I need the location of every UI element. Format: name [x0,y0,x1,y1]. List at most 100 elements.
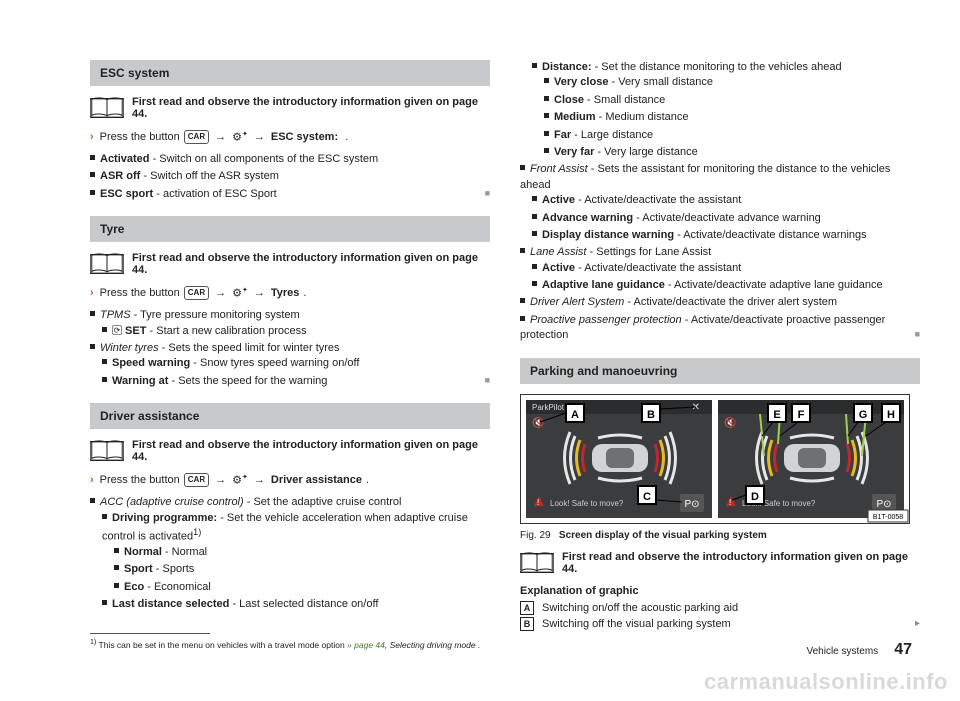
list-item-label: TPMS [100,309,131,321]
list-item-label: Active [542,262,575,274]
list-item-label: Driving programme: [112,512,217,524]
list-item-label: Advance warning [542,212,633,224]
fig-label: Fig. 29 [520,530,551,541]
book-icon [90,97,124,119]
list-item-label: Last distance selected [112,598,229,610]
continue-icon: ▸ [915,618,920,629]
list-item-label: Driver Alert System [530,296,624,308]
svg-text:ParkPilot: ParkPilot [532,403,565,412]
left-column: ESC system First read and observe the in… [90,60,490,650]
list-item-label: Close [554,94,584,106]
svg-text:🔇: 🔇 [724,416,736,429]
driver-read-first: First read and observe the introductory … [90,439,490,463]
list-item-desc: - Economical [144,581,211,593]
footnote: 1) This can be set in the menu on vehicl… [90,638,490,651]
driver-header: Driver assistance [90,403,490,429]
list-item-desc: - Activate/deactivate distance warnings [674,229,867,241]
parking-read-first: First read and observe the introductory … [520,551,920,575]
esc-press: › Press the button CAR → ⚙✦ → ESC system… [90,130,490,144]
gear-icon: ⚙✦ [232,130,248,144]
list-item-desc: - Switch off the ASR system [140,170,279,182]
list-item-desc: - Sports [153,563,195,575]
list-item-desc: - Start a new calibration process [146,325,306,337]
list-item-label: Far [554,129,571,141]
list-item-desc: - Switch on all components of the ESC sy… [150,153,379,165]
list-item-desc: - Set the adaptive cruise control [244,496,402,508]
list-item-desc: - Medium distance [596,111,689,123]
list-item-desc: - Last selected distance on/off [229,598,378,610]
list-item-desc: - Sets the speed for the warning [168,375,327,387]
car-button-icon: CAR [184,130,209,144]
list-item-label: Medium [554,111,596,123]
esc-read-first-text: First read and observe the introductory … [132,96,490,120]
press-target: Tyres [271,287,300,299]
list-item-desc: - Very large distance [594,146,697,158]
svg-text:H: H [887,409,895,421]
svg-text:D: D [751,491,759,503]
driver-press: › Press the button CAR → ⚙✦ → Driver ass… [90,473,490,487]
legend-text-a: Switching on/off the acoustic parking ai… [542,602,738,614]
list-item-desc: - Sets the speed limit for winter tyres [159,342,340,354]
svg-text:B: B [647,409,655,421]
legend-key-b: B [520,617,534,631]
list-item-label: ACC (adaptive cruise control) [100,496,244,508]
list-item-label: Winter tyres [100,342,159,354]
press-prefix: Press the button [100,474,180,486]
fig-caption-text: Screen display of the visual parking sys… [559,530,767,541]
svg-text:Look! Safe to move?: Look! Safe to move? [550,499,624,508]
list-item-label: Lane Assist [530,246,586,258]
press-target: ESC system: [271,131,338,143]
svg-text:E: E [773,409,780,421]
gear-icon: ⚙✦ [232,286,248,300]
sup-marker: 1) [193,527,201,537]
list-item-desc: - Activate/deactivate the assistant [575,262,741,274]
list-item-label: SET [122,325,146,337]
list-item-label: Distance: [542,61,592,73]
car-button-icon: CAR [184,286,209,300]
book-icon [520,552,554,574]
list-item-desc: - Activate/deactivate the driver alert s… [624,296,837,308]
footnote-marker: 1) [90,638,96,646]
legend-key-a: A [520,601,534,615]
tyre-header: Tyre [90,216,490,242]
list-item-label: Display distance warning [542,229,674,241]
watermark: carmanualsonline.info [704,669,948,695]
svg-text:!: ! [729,498,731,507]
list-item-label: Activated [100,153,150,165]
list-item-desc: - Activate/deactivate advance warning [633,212,821,224]
esc-list: Activated - Switch on all components of … [90,152,490,202]
footnote-separator [90,633,210,634]
driver-read-first-text: First read and observe the introductory … [132,439,490,463]
list-item-desc: - Large distance [571,129,653,141]
svg-text:!: ! [537,498,539,507]
set-icon: ⟳ [112,325,122,335]
footnote-suffix: , Selecting driving mode . [385,639,480,649]
list-item-label: Very close [554,76,608,88]
list-item-desc: - Normal [162,546,207,558]
list-item-desc: - Activate/deactivate adaptive lane guid… [665,279,883,291]
list-item-desc: - Activate/deactivate the assistant [575,194,741,206]
footer-section: Vehicle systems [807,646,879,657]
parking-diagram-svg: ParkPilot ✕ 🔇 [520,394,910,524]
list-item-desc: - Small distance [584,94,665,106]
list-item-desc: - Very small distance [608,76,713,88]
svg-text:P⊙: P⊙ [876,499,891,510]
footnote-link: » page 44 [347,639,385,649]
driver-list: ACC (adaptive cruise control) - Set the … [90,495,490,612]
press-prefix: Press the button [100,131,180,143]
svg-text:P⊙: P⊙ [684,499,699,510]
list-item-desc: - activation of ESC Sport [153,188,277,200]
distance-list: Distance: - Set the distance monitoring … [520,60,920,160]
page-footer: Vehicle systems 47 [807,641,913,659]
parking-read-first-text: First read and observe the introductory … [562,551,920,575]
svg-text:C: C [643,491,651,503]
book-icon [90,440,124,462]
parking-figure: ParkPilot ✕ 🔇 [520,394,920,524]
tyre-read-first: First read and observe the introductory … [90,252,490,276]
footnote-text: This can be set in the menu on vehicles … [99,639,348,649]
list-item-label: Adaptive lane guidance [542,279,665,291]
list-item-label: Warning at [112,375,168,387]
svg-text:B1T-0058: B1T-0058 [873,514,903,521]
list-item-label: Very far [554,146,594,158]
parking-header: Parking and manoeuvring [520,358,920,384]
